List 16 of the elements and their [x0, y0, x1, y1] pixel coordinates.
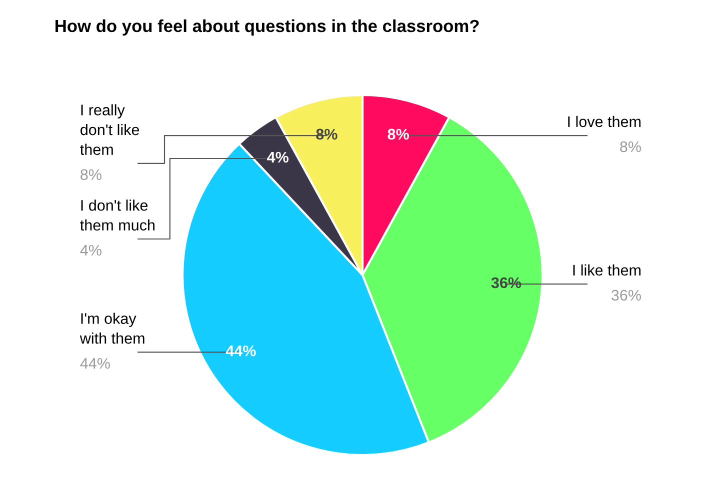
data-label: 4%: [267, 152, 288, 163]
chart-title: How do you feel about questions in the classroom?: [56, 19, 479, 36]
slice-label: I like them: [573, 264, 640, 276]
data-label: 36%: [491, 277, 522, 288]
slice-label: I love them: [568, 116, 640, 128]
slice-label: I'm okay with them: [80, 312, 144, 344]
slice-label: I don't like them much: [80, 200, 154, 231]
text: 8%: [620, 141, 641, 152]
data-label: 8%: [388, 128, 409, 140]
data-label: 44%: [226, 345, 256, 356]
text: 36%: [612, 290, 641, 301]
text: 8%: [80, 169, 102, 180]
text: 44%: [80, 358, 110, 369]
slice-label: I really don't like them: [80, 104, 140, 155]
text: 4%: [80, 244, 102, 256]
data-label: 8%: [316, 128, 338, 140]
